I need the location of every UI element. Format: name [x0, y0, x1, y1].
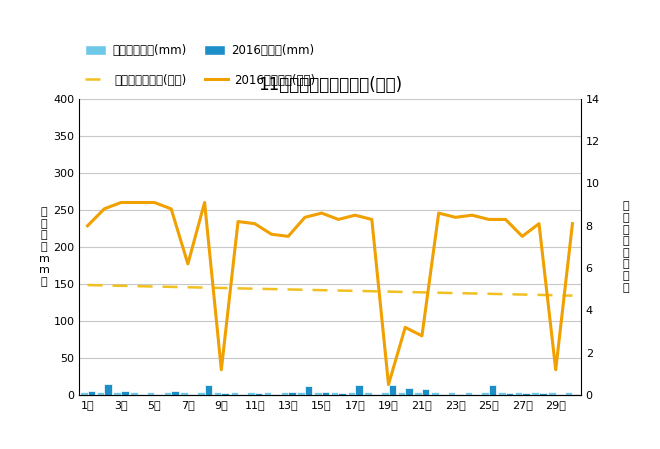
- Bar: [248, 392, 255, 395]
- Bar: [531, 392, 539, 395]
- Bar: [448, 392, 455, 395]
- Bar: [255, 393, 262, 395]
- Y-axis label: 降
水
量
（
m
m
）: 降 水 量 （ m m ）: [39, 207, 50, 287]
- Legend: 日照時間平年値(時間), 2016日照時間(時間): 日照時間平年値(時間), 2016日照時間(時間): [85, 74, 315, 87]
- Bar: [288, 392, 296, 395]
- Bar: [439, 394, 446, 395]
- Bar: [205, 385, 212, 395]
- Bar: [314, 392, 321, 395]
- Bar: [130, 392, 138, 395]
- Bar: [171, 392, 179, 395]
- Bar: [372, 394, 380, 395]
- Bar: [355, 385, 362, 395]
- Bar: [339, 393, 346, 395]
- Bar: [121, 392, 129, 395]
- Bar: [97, 392, 104, 395]
- Bar: [114, 392, 121, 395]
- Bar: [188, 394, 195, 395]
- Bar: [197, 392, 205, 395]
- Bar: [305, 386, 312, 395]
- Bar: [539, 393, 546, 395]
- Bar: [271, 394, 279, 395]
- Bar: [465, 392, 472, 395]
- Bar: [348, 392, 355, 395]
- Bar: [572, 394, 580, 395]
- Bar: [565, 392, 572, 395]
- Bar: [515, 392, 522, 395]
- Bar: [154, 394, 162, 395]
- Bar: [455, 394, 463, 395]
- Bar: [280, 392, 288, 395]
- Bar: [88, 392, 95, 395]
- Title: 11月降水量・日照時間(日別): 11月降水量・日照時間(日別): [258, 76, 402, 94]
- Bar: [414, 392, 422, 395]
- Y-axis label: 日
照
時
間
（
時
間
）: 日 照 時 間 （ 時 間 ）: [622, 201, 629, 293]
- Bar: [104, 384, 112, 395]
- Bar: [298, 392, 305, 395]
- Bar: [214, 392, 221, 395]
- Bar: [230, 392, 238, 395]
- Bar: [389, 386, 396, 395]
- Bar: [164, 392, 171, 395]
- Bar: [381, 392, 389, 395]
- Bar: [431, 392, 439, 395]
- Bar: [472, 394, 480, 395]
- Bar: [364, 392, 372, 395]
- Bar: [80, 392, 88, 395]
- Bar: [405, 388, 412, 395]
- Bar: [398, 392, 405, 395]
- Bar: [489, 386, 496, 395]
- Bar: [506, 393, 513, 395]
- Bar: [180, 392, 188, 395]
- Bar: [522, 393, 530, 395]
- Bar: [238, 394, 246, 395]
- Bar: [221, 393, 229, 395]
- Bar: [481, 392, 489, 395]
- Bar: [147, 392, 154, 395]
- Bar: [556, 394, 563, 395]
- Bar: [548, 392, 556, 395]
- Bar: [138, 394, 145, 395]
- Bar: [264, 392, 271, 395]
- Bar: [422, 389, 430, 395]
- Bar: [321, 392, 329, 395]
- Bar: [498, 392, 506, 395]
- Bar: [331, 392, 339, 395]
